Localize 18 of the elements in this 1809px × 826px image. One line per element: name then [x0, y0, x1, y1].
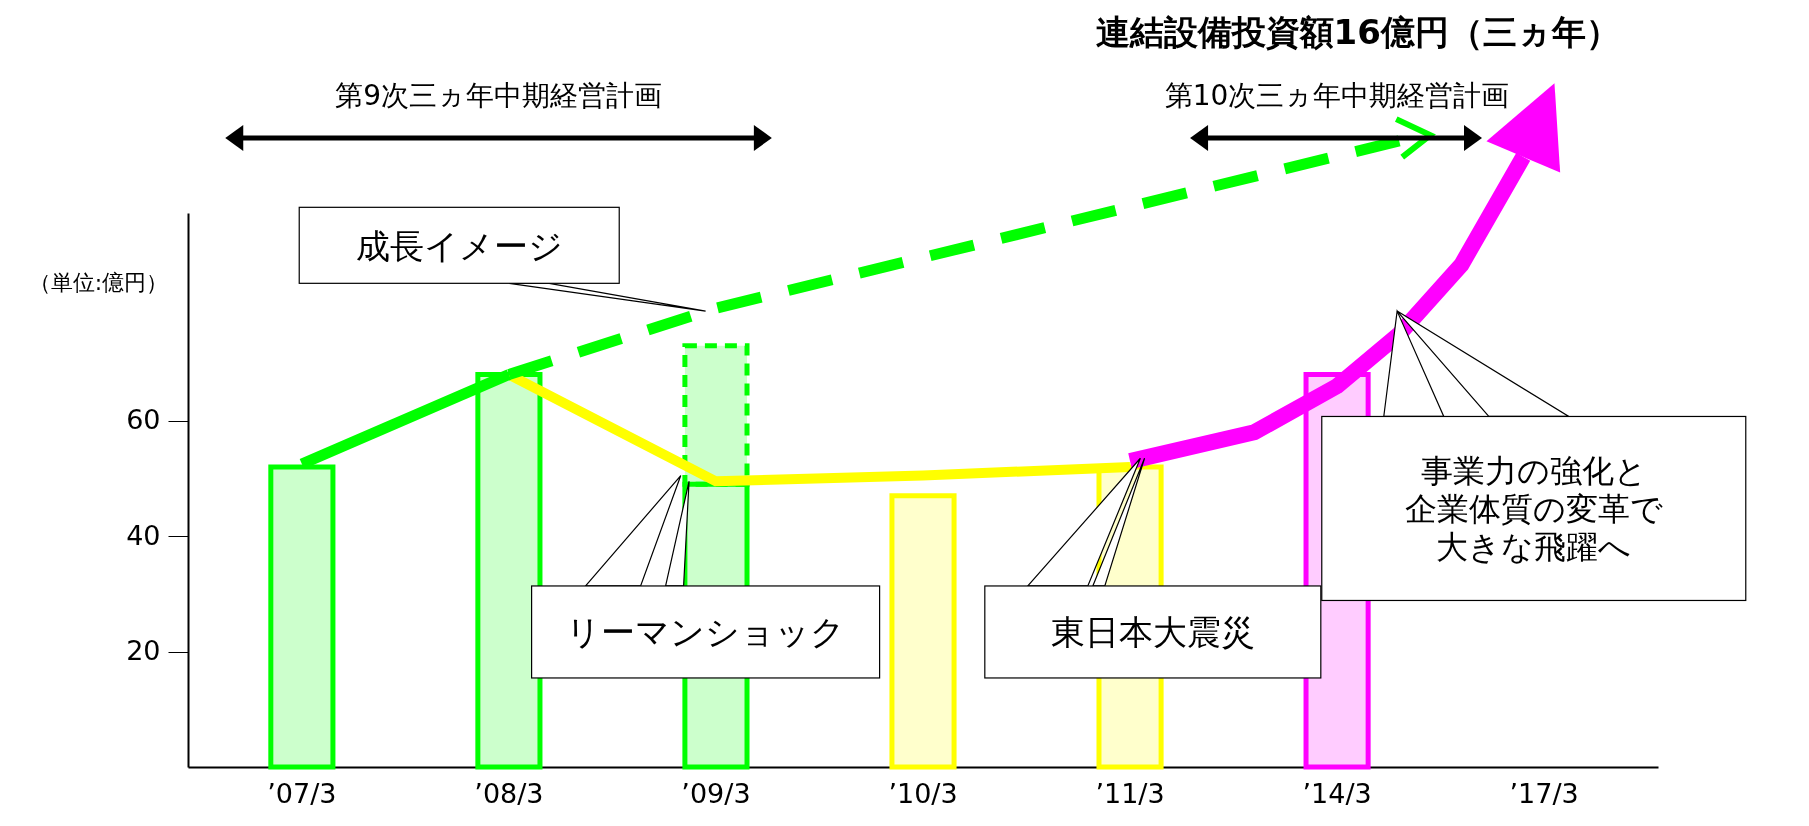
x-tick-label: ’09/3: [681, 777, 751, 809]
annotation: 成長イメージ: [355, 225, 563, 266]
annotation: 事業力の強化と企業体質の変革で大きな飛躍へ: [1404, 451, 1663, 567]
x-tick-label: ’14/3: [1302, 777, 1372, 809]
y-tick-label: 40: [126, 519, 161, 551]
annotation: リーマンショック: [566, 612, 846, 653]
y-tick-label: 20: [126, 635, 161, 667]
x-tick-label: ’07/3: [267, 777, 337, 809]
x-tick-label: ’08/3: [474, 777, 544, 809]
y-tick-label: 60: [126, 404, 161, 436]
text: 第9次三ヵ年中期経営計画: [335, 78, 662, 112]
x-tick-label: ’17/3: [1509, 777, 1579, 809]
x-tick-label: ’11/3: [1095, 777, 1165, 809]
x-tick-label: ’10/3: [888, 777, 958, 809]
text: 第10次三ヵ年中期経営計画: [1164, 78, 1510, 112]
text: 連結設備投資額16億円（三ヵ年）: [1095, 12, 1620, 53]
y-axis-title: （単位:億円）: [28, 269, 169, 295]
annotation: 東日本大震災: [1050, 612, 1255, 653]
